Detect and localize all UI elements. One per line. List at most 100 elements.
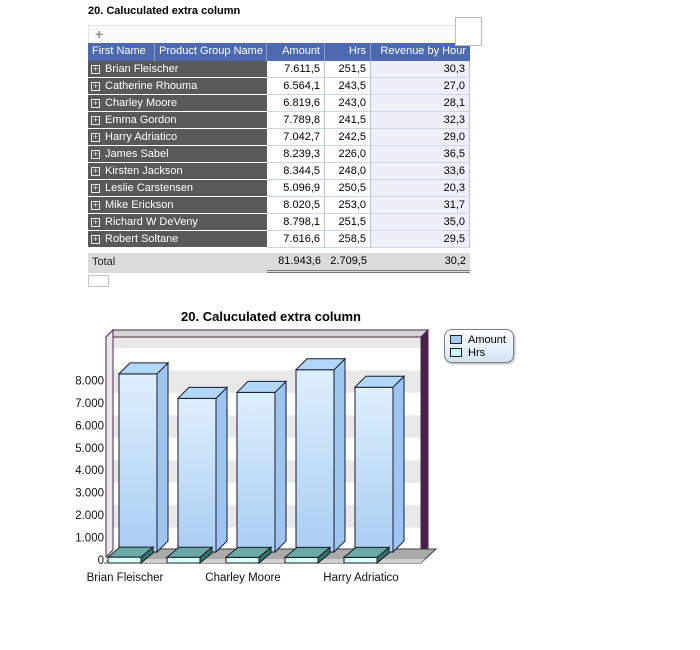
cell-hrs: 251,5	[325, 61, 371, 78]
table-row: + Richard W DeVeny 8.798,1 251,5 35,0	[88, 214, 470, 231]
grid-title: 20. Caluculated extra column	[88, 5, 241, 17]
y-axis-tick-label: 1.000	[75, 533, 104, 545]
cell-revenue: 29,0	[371, 129, 470, 146]
table-row: + James Sabel 8.239,3 226,0 36,5	[88, 146, 470, 163]
table-row: + Leslie Carstensen 5.096,9 250,5 20,3	[88, 180, 470, 197]
row-name: Richard W DeVeny	[105, 216, 198, 228]
pivot-grid: 20. Caluculated extra column + First Nam…	[88, 5, 488, 287]
cell-amount: 8.798,1	[267, 214, 325, 231]
cell-amount: 6.819,6	[267, 95, 325, 112]
legend-label-amount: Amount	[468, 333, 506, 346]
cell-revenue: 32,3	[371, 112, 470, 129]
row-header[interactable]: + Richard W DeVeny	[88, 214, 267, 231]
row-header[interactable]: + Kirsten Jackson	[88, 163, 267, 180]
cell-hrs: 241,5	[325, 112, 371, 129]
cell-hrs: 253,0	[325, 197, 371, 214]
total-label: Total	[92, 256, 116, 268]
cell-revenue: 36,5	[371, 146, 470, 163]
table-row: + Kirsten Jackson 8.344,5 248,0 33,6	[88, 163, 470, 180]
y-axis-tick-label: 6.000	[75, 420, 104, 432]
cell-revenue: 20,3	[371, 180, 470, 197]
column-header-product-group[interactable]: Product Group Name	[155, 43, 267, 61]
expand-icon[interactable]: +	[91, 216, 100, 227]
cell-hrs: 226,0	[325, 146, 371, 163]
y-axis-tick-label: 3.000	[75, 488, 104, 500]
cell-revenue: 35,0	[371, 214, 470, 231]
row-name: Kirsten Jackson	[105, 165, 183, 177]
grid-total-row: Total 81.943,6 2.709,5 30,2	[88, 253, 470, 273]
column-header-first-name[interactable]: First Name	[88, 43, 155, 61]
cell-amount: 6.564,1	[267, 78, 325, 95]
column-header-revenue-by-hour[interactable]: Revenue by Hour	[371, 43, 470, 61]
expand-icon[interactable]: +	[91, 182, 100, 193]
x-axis-tick-label: Charley Moore	[205, 572, 280, 584]
row-header[interactable]: + Mike Erickson	[88, 197, 267, 214]
row-header[interactable]: + James Sabel	[88, 146, 267, 163]
row-header[interactable]: + Emma Gordon	[88, 112, 267, 129]
bar-chart-canvas: 0 1.000 2.000 3.000 4.000 5.000 6.000 7.000 8.00…	[75, 328, 438, 584]
cell-revenue: 31,7	[371, 197, 470, 214]
x-axis-tick-label: Brian Fleischer	[87, 572, 164, 584]
legend-item-amount: Amount	[450, 333, 506, 346]
y-axis-tick-label: 7.000	[75, 398, 104, 410]
expand-icon[interactable]: +	[91, 131, 100, 142]
data-area-placeholder	[455, 17, 482, 46]
row-header[interactable]: + Harry Adriatico	[88, 129, 267, 146]
row-header[interactable]: + Brian Fleischer	[88, 61, 267, 78]
cell-revenue: 28,1	[371, 95, 470, 112]
cell-hrs: 242,5	[325, 129, 371, 146]
table-row: + Catherine Rhouma 6.564,1 243,5 27,0	[88, 78, 470, 95]
add-field-icon[interactable]: +	[95, 26, 104, 42]
expand-icon[interactable]: +	[91, 80, 100, 91]
cell-amount: 7.616,6	[267, 231, 325, 248]
cell-revenue: 27,0	[371, 78, 470, 95]
y-axis-tick-label: 2.000	[75, 510, 104, 522]
cell-revenue: 33,6	[371, 163, 470, 180]
expand-icon[interactable]: +	[91, 233, 100, 244]
cell-revenue: 29,5	[371, 231, 470, 248]
row-name: Charley Moore	[105, 97, 178, 109]
empty-cell-box	[88, 275, 109, 287]
expand-icon[interactable]: +	[91, 165, 100, 176]
y-axis-tick-label: 4.000	[75, 465, 104, 477]
x-axis-tick-label: Harry Adriatico	[323, 572, 398, 584]
column-header-amount[interactable]: Amount	[267, 43, 325, 61]
table-row: + Mike Erickson 8.020,5 253,0 31,7	[88, 197, 470, 214]
pivot-filter-area: +	[88, 25, 470, 43]
row-name: Emma Gordon	[105, 114, 177, 126]
hrs-swatch-icon	[450, 348, 462, 357]
row-name: Mike Erickson	[105, 199, 174, 211]
row-name: Harry Adriatico	[105, 131, 178, 143]
row-name: James Sabel	[105, 148, 169, 160]
cell-hrs: 250,5	[325, 180, 371, 197]
expand-icon[interactable]: +	[91, 114, 100, 125]
cell-hrs: 243,0	[325, 95, 371, 112]
chart-title: 20. Caluculated extra column	[181, 309, 361, 324]
table-row: + Brian Fleischer 7.611,5 251,5 30,3	[88, 61, 470, 78]
legend-item-hrs: Hrs	[450, 346, 506, 359]
total-hrs: 2.709,5	[325, 253, 371, 273]
expand-icon[interactable]: +	[91, 148, 100, 159]
column-header-hrs[interactable]: Hrs	[325, 43, 371, 61]
cell-amount: 7.789,8	[267, 112, 325, 129]
cell-hrs: 248,0	[325, 163, 371, 180]
total-revenue: 30,2	[371, 253, 470, 273]
y-axis-tick-label: 8.000	[75, 375, 104, 387]
expand-icon[interactable]: +	[91, 63, 100, 74]
cell-amount: 8.020,5	[267, 197, 325, 214]
table-row: + Charley Moore 6.819,6 243,0 28,1	[88, 95, 470, 112]
cell-hrs: 251,5	[325, 214, 371, 231]
row-header[interactable]: + Leslie Carstensen	[88, 180, 267, 197]
amount-swatch-icon	[450, 335, 462, 344]
y-axis-tick-label: 5.000	[75, 443, 104, 455]
row-header[interactable]: + Robert Soltane	[88, 231, 267, 248]
row-header[interactable]: + Charley Moore	[88, 95, 267, 112]
cell-amount: 8.239,3	[267, 146, 325, 163]
table-row: + Robert Soltane 7.616,6 258,5 29,5	[88, 231, 470, 248]
cell-hrs: 258,5	[325, 231, 371, 248]
expand-icon[interactable]: +	[91, 97, 100, 108]
expand-icon[interactable]: +	[91, 199, 100, 210]
row-header[interactable]: + Catherine Rhouma	[88, 78, 267, 95]
row-name: Leslie Carstensen	[105, 182, 194, 194]
y-axis-tick-label: 0	[98, 555, 104, 567]
